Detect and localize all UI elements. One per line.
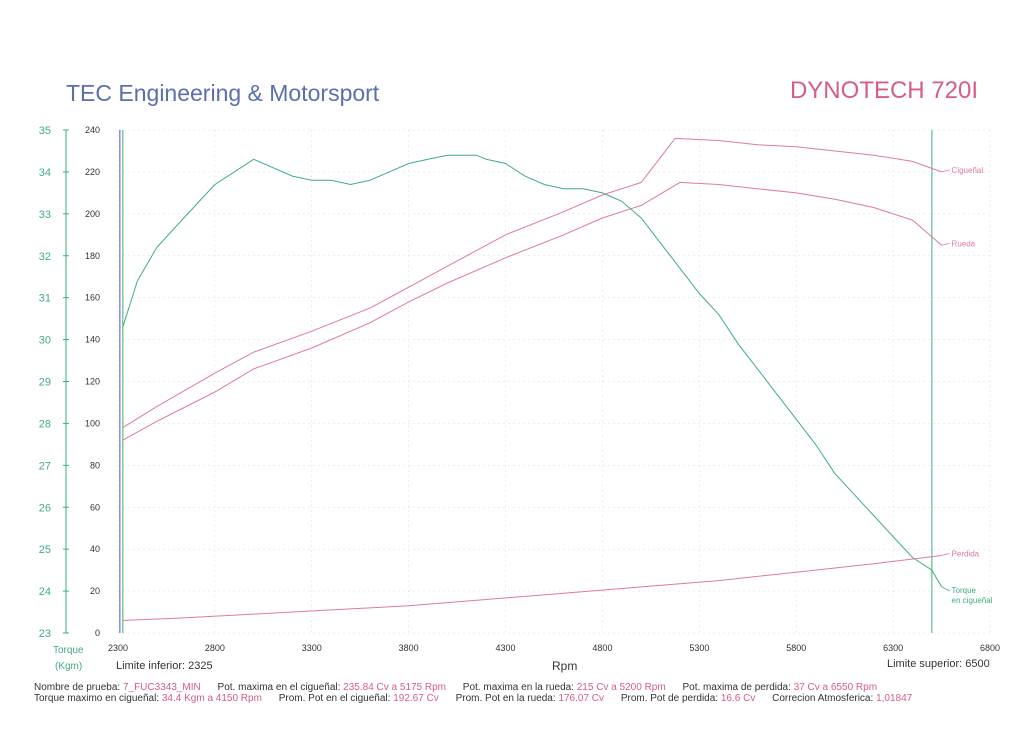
x-tick-label: 5800 bbox=[786, 643, 806, 653]
power-tick-label: 180 bbox=[85, 251, 100, 261]
company-title: TEC Engineering & Motorsport bbox=[66, 80, 380, 106]
power-tick-label: 80 bbox=[90, 460, 100, 470]
info-avg-wheel-power: Prom. Pot en la rueda: 176.07 Cv bbox=[455, 693, 605, 704]
power-tick-label: 120 bbox=[85, 377, 100, 387]
info-atmos-correction: Correcion Atmosferica: 1,01847 bbox=[772, 693, 913, 704]
info-test-name: Nombre de prueba: 7_FUC3343_MIN bbox=[34, 682, 201, 693]
info-max-wheel-power: Pot. maxima en la rueda: 215 Cv a 5200 R… bbox=[462, 682, 666, 693]
series-label-leader bbox=[941, 586, 950, 592]
torque-tick-label: 33 bbox=[39, 209, 51, 221]
series-label-leader bbox=[941, 553, 950, 556]
power-tick-label: 60 bbox=[90, 502, 100, 512]
series-label-leader bbox=[941, 242, 950, 246]
x-tick-label: 5300 bbox=[689, 643, 709, 653]
torque-tick-label: 32 bbox=[39, 251, 51, 263]
info-avg-crank-power: Prom. Pot en el cigueñal: 192.67 Cv bbox=[278, 693, 439, 704]
torque-tick-label: 27 bbox=[39, 460, 51, 472]
x-tick-label: 3300 bbox=[302, 643, 322, 653]
power-tick-label: 40 bbox=[90, 544, 100, 554]
info-line-2: Torque maximo en cigueñal: 34.4 Kgm a 41… bbox=[34, 693, 926, 704]
torque-tick-label: 34 bbox=[39, 167, 51, 179]
x-tick-label: 6300 bbox=[883, 643, 903, 653]
info-max-crank-power: Pot. maxima en el cigueñal: 235.84 Cv a … bbox=[217, 682, 447, 693]
series-end-label: Cigueñal bbox=[952, 166, 984, 175]
series-end-label: Torque bbox=[952, 586, 977, 595]
torque-tick-label: 26 bbox=[39, 502, 51, 514]
limit-superior-label: Limite superior: 6500 bbox=[887, 658, 990, 670]
info-line-1: Nombre de prueba: 7_FUC3343_MIN Pot. max… bbox=[34, 682, 891, 693]
torque-tick-label: 31 bbox=[39, 293, 51, 305]
power-tick-label: 160 bbox=[85, 293, 100, 303]
x-tick-label: 4300 bbox=[496, 643, 516, 653]
x-axis-title: Rpm bbox=[552, 659, 578, 673]
info-max-torque: Torque maximo en cigueñal: 34.4 Kgm a 41… bbox=[34, 693, 262, 704]
x-tick-label: 4800 bbox=[592, 643, 612, 653]
torque-tick-label: 30 bbox=[39, 335, 51, 347]
dyno-model-title: DYNOTECH 720I bbox=[789, 77, 978, 104]
torque-tick-label: 35 bbox=[39, 125, 51, 137]
torque-tick-label: 23 bbox=[39, 628, 51, 640]
x-tick-label: 2800 bbox=[205, 643, 225, 653]
power-tick-label: 20 bbox=[90, 586, 100, 596]
power-tick-label: 0 bbox=[95, 628, 100, 638]
x-tick-label: 6800 bbox=[980, 643, 1000, 653]
torque-axis-title: Torque bbox=[53, 645, 84, 656]
power-tick-label: 220 bbox=[85, 167, 100, 177]
series-line-cigueñal bbox=[122, 137, 942, 429]
torque-tick-label: 25 bbox=[39, 544, 51, 556]
series-end-label: Rueda bbox=[952, 239, 976, 248]
series-label-leader bbox=[941, 169, 950, 173]
series-line-rueda bbox=[122, 181, 942, 441]
series-line-perdida bbox=[122, 555, 942, 621]
torque-tick-label: 28 bbox=[39, 418, 51, 430]
series-end-label: en cigueñal bbox=[952, 596, 993, 605]
info-max-loss-power: Pot. maxima de perdida: 37 Cv a 6550 Rpm bbox=[682, 682, 878, 693]
x-tick-label: 2300 bbox=[108, 643, 128, 653]
power-tick-label: 100 bbox=[85, 418, 100, 428]
torque-tick-label: 29 bbox=[39, 377, 51, 389]
power-tick-label: 140 bbox=[85, 335, 100, 345]
power-tick-label: 240 bbox=[85, 125, 100, 135]
limit-inferior-label: Limite inferior: 2325 bbox=[116, 660, 213, 672]
torque-tick-label: 24 bbox=[39, 586, 51, 598]
series-line-torque bbox=[122, 154, 943, 588]
series-end-label: Perdida bbox=[952, 549, 980, 558]
torque-axis-unit: (Kgm) bbox=[55, 661, 83, 672]
x-tick-label: 3800 bbox=[399, 643, 419, 653]
info-avg-loss-power: Prom. Pot de perdida: 16.6 Cv bbox=[620, 693, 756, 704]
power-tick-label: 200 bbox=[85, 209, 100, 219]
